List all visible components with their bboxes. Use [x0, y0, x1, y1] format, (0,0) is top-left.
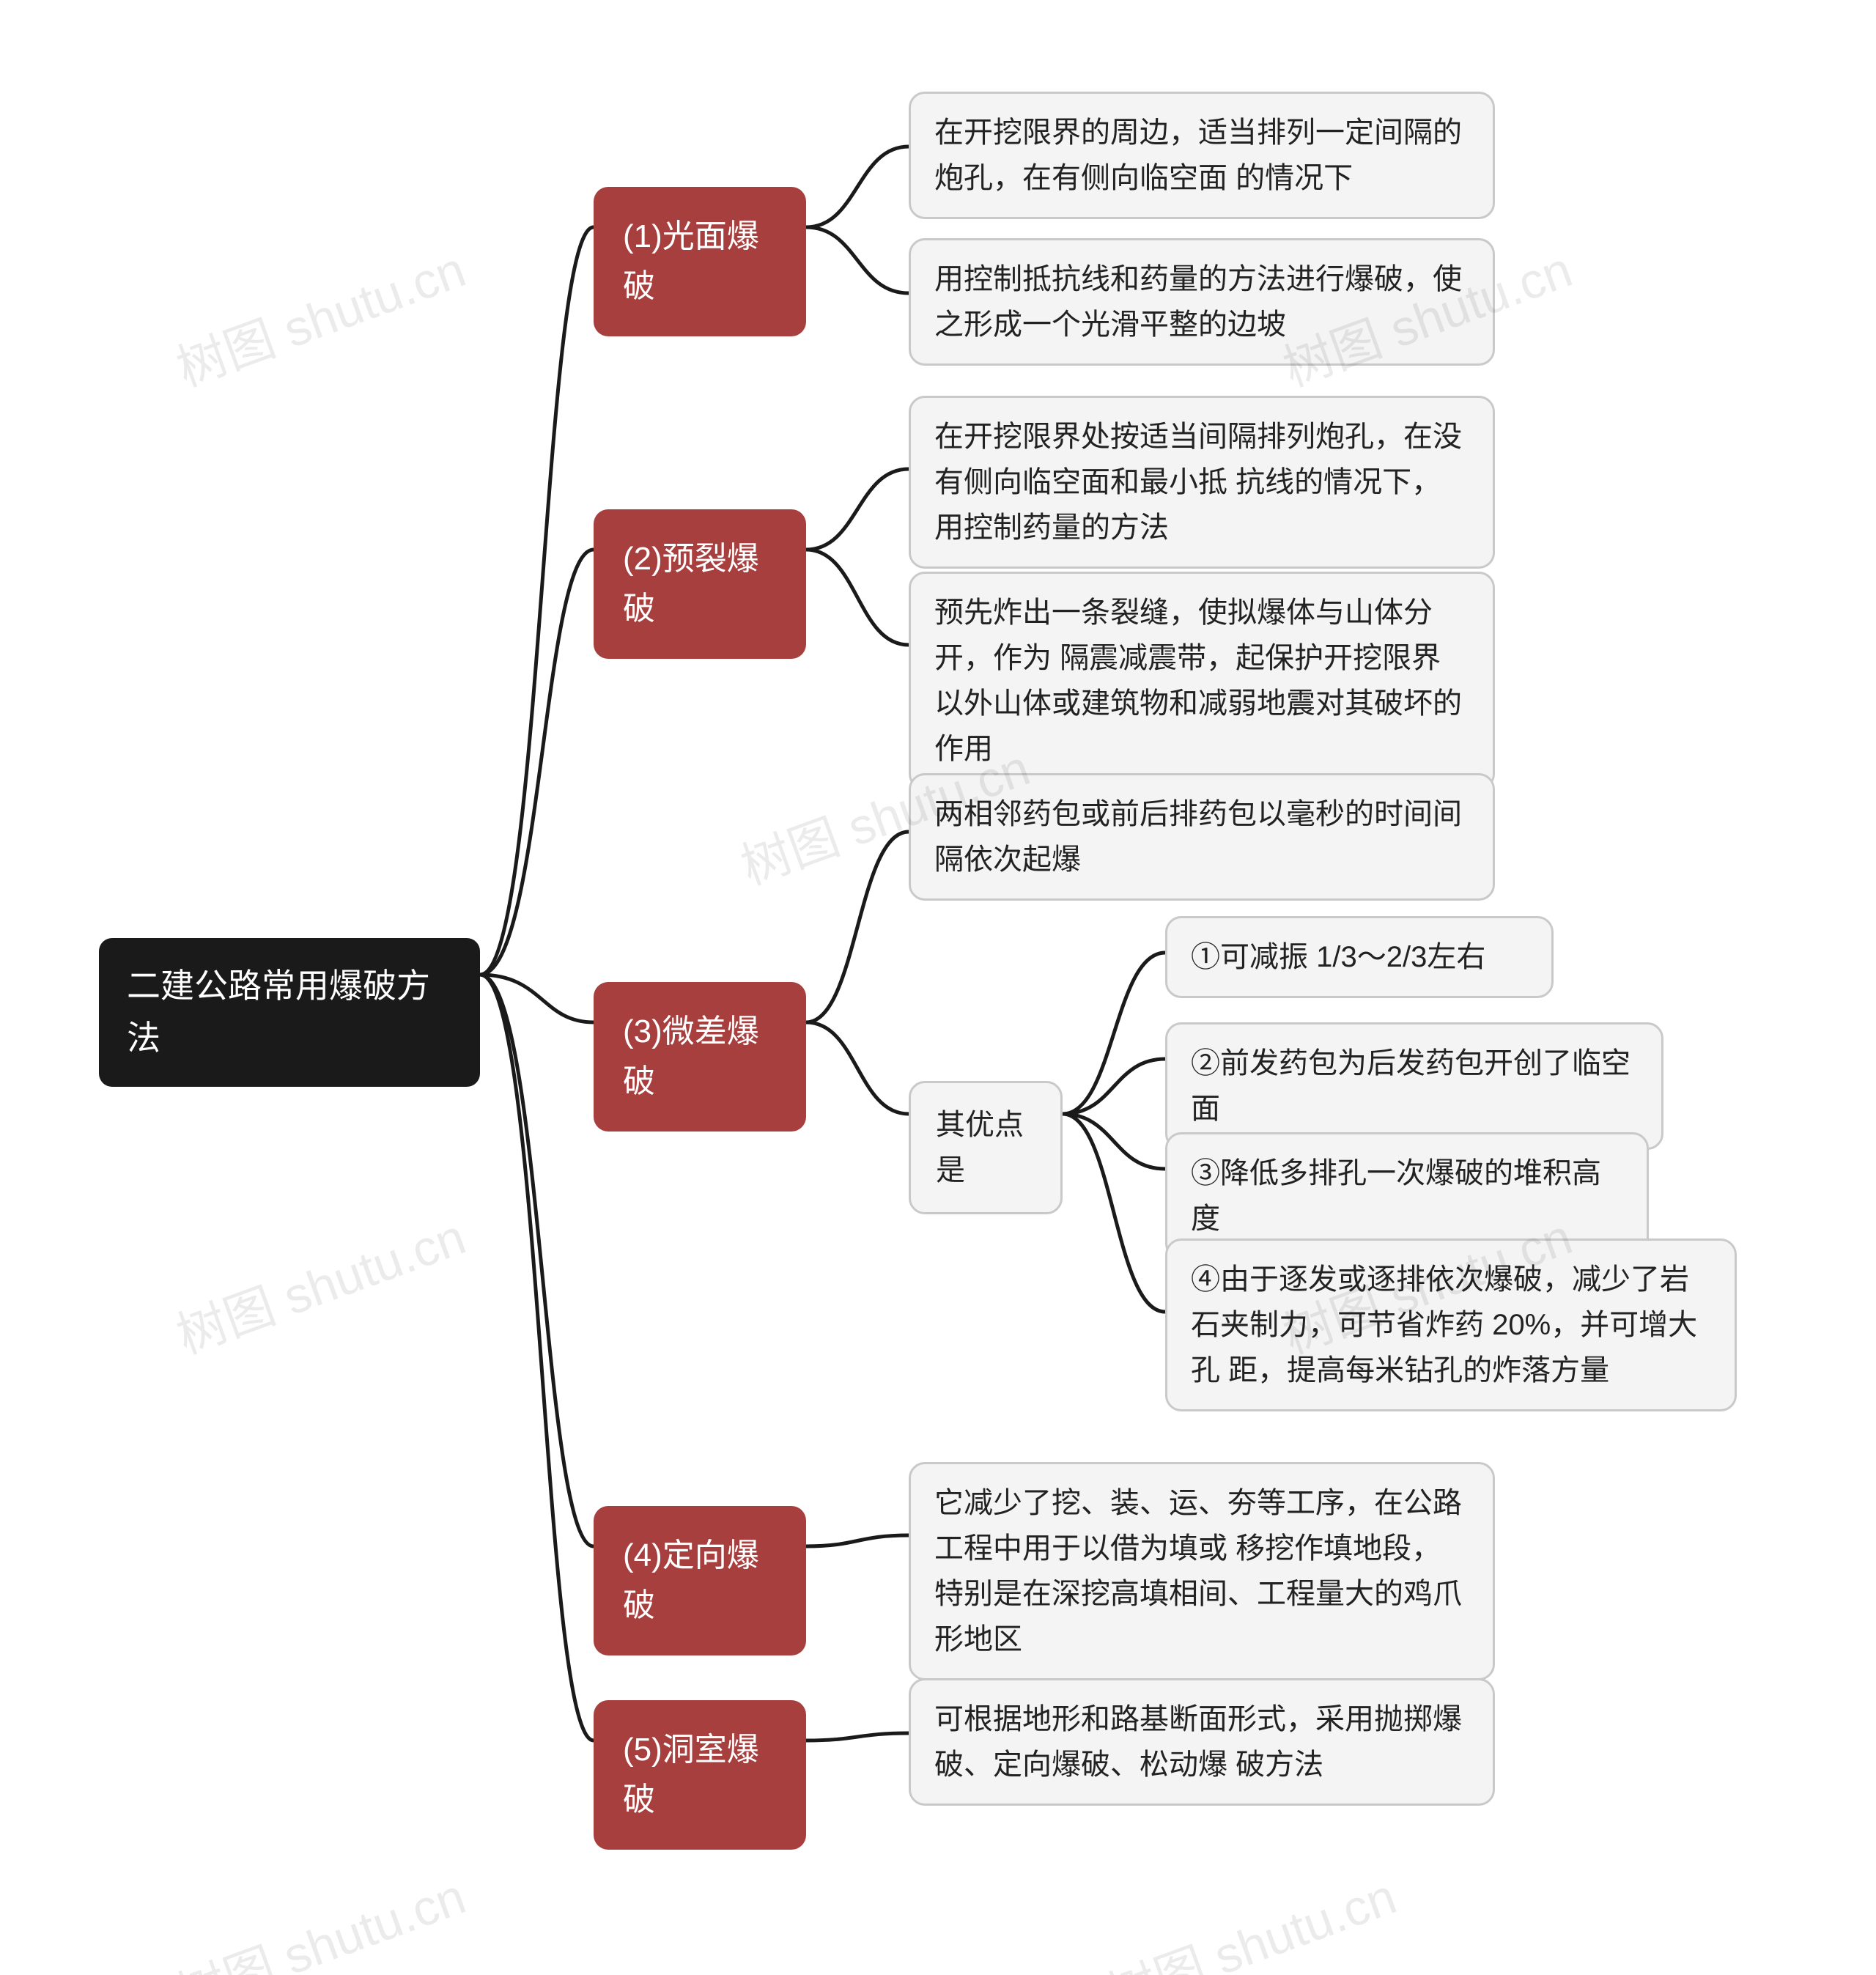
root-node: 二建公路常用爆破方法 — [99, 938, 480, 1087]
leaf-node-c3s1: ①可减振 1/3〜2/3左右 — [1165, 916, 1554, 998]
leaf-node-c5l1: 可根据地形和路基断面形式，采用抛掷爆破、定向爆破、松动爆 破方法 — [909, 1678, 1495, 1806]
leaf-node-c1l1: 在开挖限界的周边，适当排列一定间隔的炮孔，在有侧向临空面 的情况下 — [909, 92, 1495, 219]
leaf-node-c3s4: ④由于逐发或逐排依次爆破，减少了岩石夹制力，可节省炸药 20%，并可增大孔 距，… — [1165, 1238, 1737, 1411]
mindmap-canvas: 二建公路常用爆破方法 (1)光面爆破 在开挖限界的周边，适当排列一定间隔的炮孔，… — [0, 0, 1876, 1975]
category-node-3: (3)微差爆破 — [594, 982, 806, 1132]
leaf-node-c1l2: 用控制抵抗线和药量的方法进行爆破，使之形成一个光滑平整的边坡 — [909, 238, 1495, 366]
leaf-node-c2l2: 预先炸出一条裂缝，使拟爆体与山体分开，作为 隔震减震带，起保护开挖限界以外山体或… — [909, 572, 1495, 790]
watermark: 树图 shutu.cn — [1096, 1856, 1404, 1975]
watermark: 树图 shutu.cn — [165, 1856, 473, 1975]
category-node-2: (2)预裂爆破 — [594, 509, 806, 659]
category-node-5: (5)洞室爆破 — [594, 1700, 806, 1850]
sub-node-c3s: 其优点是 — [909, 1081, 1063, 1214]
category-node-4: (4)定向爆破 — [594, 1506, 806, 1655]
leaf-node-c2l1: 在开挖限界处按适当间隔排列炮孔，在没有侧向临空面和最小抵 抗线的情况下，用控制药… — [909, 396, 1495, 569]
watermark: 树图 shutu.cn — [165, 1197, 473, 1368]
watermark: 树图 shutu.cn — [165, 229, 473, 401]
leaf-node-c3l1: 两相邻药包或前后排药包以毫秒的时间间隔依次起爆 — [909, 773, 1495, 901]
leaf-node-c4l1: 它减少了挖、装、运、夯等工序，在公路工程中用于以借为填或 移挖作填地段，特别是在… — [909, 1462, 1495, 1680]
category-node-1: (1)光面爆破 — [594, 187, 806, 336]
leaf-node-c3s2: ②前发药包为后发药包开创了临空面 — [1165, 1022, 1663, 1150]
